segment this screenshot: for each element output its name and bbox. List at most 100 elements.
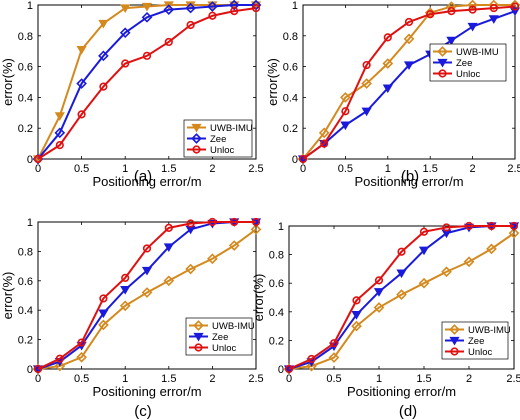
data-point: [186, 219, 195, 228]
y-axis-label: error(%): [265, 58, 280, 106]
data-point: [55, 141, 64, 150]
data-point: [54, 360, 66, 372]
y-tick-label: 0.2: [269, 335, 284, 347]
data-point: [382, 84, 393, 94]
data-point: [121, 273, 130, 282]
legend-marker: [437, 58, 448, 68]
panel-caption: (a): [134, 168, 152, 185]
data-point: [328, 352, 340, 363]
data-point: [508, 227, 520, 239]
legend-entry: Unloc: [212, 343, 237, 354]
data-point: [207, 253, 218, 265]
x-tick-label: 0.5: [326, 373, 341, 385]
data-point: [230, 7, 239, 16]
legend-marker: [449, 336, 460, 346]
x-axis-label: Positioning error/m: [354, 174, 463, 189]
data-point: [98, 319, 109, 331]
legend-marker: [449, 324, 460, 335]
x-tick-label: 1: [122, 163, 128, 175]
data-point: [251, 217, 261, 227]
legend-entry: Unloc: [468, 347, 493, 358]
legend-entry: Zee: [456, 58, 472, 69]
y-tick-label: 1: [27, 217, 33, 229]
series-uwb-imu: [283, 227, 520, 375]
y-tick-label: 0: [27, 154, 33, 166]
panel-caption: (c): [134, 403, 152, 420]
data-point: [329, 339, 339, 348]
data-point: [340, 121, 351, 131]
data-point: [396, 269, 407, 279]
y-tick-label: 0: [27, 364, 33, 376]
data-point: [403, 33, 415, 45]
data-point: [163, 4, 175, 15]
data-point: [119, 300, 131, 312]
data-point: [284, 364, 294, 374]
series-unloc: [298, 2, 520, 164]
data-point: [396, 289, 407, 300]
data-point: [121, 59, 130, 68]
y-tick-label: 0.8: [18, 31, 33, 43]
y-tick-label: 0.8: [283, 31, 298, 43]
series-unloc: [33, 3, 261, 164]
series-line: [37, 4, 256, 160]
data-point: [164, 37, 173, 47]
data-point: [250, 0, 262, 11]
x-tick-label: 0.5: [338, 163, 353, 175]
y-axis-label: error(%): [0, 58, 15, 106]
y-tick-label: 0.6: [18, 62, 33, 74]
data-point: [488, 0, 500, 11]
legend-marker: [437, 46, 448, 57]
data-point: [120, 285, 131, 295]
data-point: [141, 266, 153, 276]
legend-entry: UWB-IMU: [212, 321, 255, 332]
data-point: [489, 3, 498, 13]
data-point: [54, 112, 65, 121]
y-tick-label: 0.2: [18, 123, 33, 135]
data-point: [373, 288, 385, 297]
x-tick-label: 2.5: [248, 163, 263, 175]
data-point: [446, 36, 457, 46]
y-tick-label: 0.4: [18, 92, 33, 104]
x-tick-label: 0: [35, 163, 41, 175]
data-point: [141, 11, 153, 23]
data-point: [208, 11, 217, 20]
data-point: [488, 15, 499, 24]
y-tick-label: 0: [292, 154, 298, 166]
data-point: [98, 50, 109, 62]
y-tick-label: 1: [292, 0, 298, 12]
y-axis-label: error(%): [251, 274, 266, 322]
x-tick-label: 1.5: [416, 373, 431, 385]
data-point: [341, 107, 350, 116]
data-point: [418, 277, 430, 289]
data-point: [361, 78, 372, 89]
data-point: [320, 139, 329, 148]
x-tick-label: 2.5: [506, 373, 520, 385]
y-tick-label: 1: [27, 0, 33, 12]
y-tick-label: 0.6: [269, 278, 284, 290]
x-axis-label: Positioning error/m: [92, 384, 201, 399]
x-tick-label: 1.5: [423, 163, 438, 175]
data-point: [99, 82, 108, 91]
x-tick-label: 0: [300, 163, 306, 175]
y-tick-label: 0.4: [283, 92, 298, 104]
x-tick-label: 2: [209, 373, 215, 385]
data-point: [403, 61, 415, 71]
series-unloc: [33, 217, 261, 374]
x-tick-label: 0.5: [74, 163, 89, 175]
plot-area: [37, 221, 257, 370]
data-point: [404, 17, 414, 27]
data-point: [99, 294, 108, 303]
x-tick-label: 1: [385, 163, 391, 175]
x-tick-label: 1.5: [161, 373, 176, 385]
panel-caption: (b): [401, 168, 419, 185]
data-point: [419, 227, 429, 236]
y-tick-label: 1: [278, 221, 284, 233]
y-tick-label: 0: [278, 364, 284, 376]
